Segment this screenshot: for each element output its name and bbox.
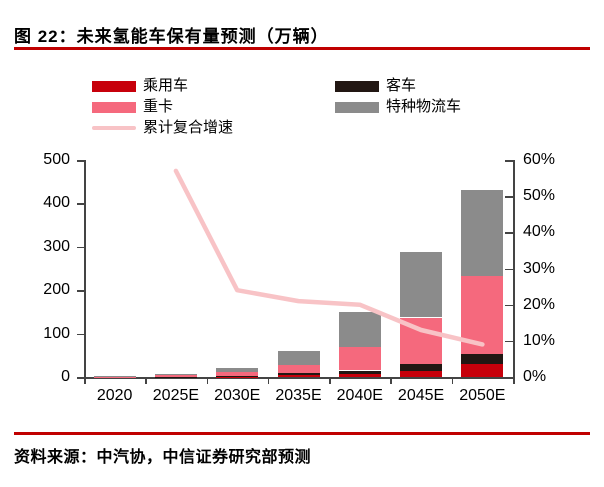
bar-segment-2040E <box>338 373 381 377</box>
legend-item-passenger-car: 乘用车 <box>92 77 189 94</box>
footer-rule <box>14 432 590 435</box>
x-axis-tick <box>206 377 209 384</box>
y-axis-right-tick <box>505 232 513 234</box>
bar-segment-2045E <box>400 364 443 371</box>
y-axis-right-label: 20% <box>523 295 556 313</box>
bar-segment-2045E <box>400 317 443 364</box>
bar-segment-2035E <box>277 373 320 375</box>
legend-swatch-passenger-car <box>92 80 136 92</box>
y-axis-right-label: 50% <box>523 187 556 205</box>
bar-segment-2045E <box>400 252 443 318</box>
y-axis-left-tick <box>77 246 84 249</box>
y-axis-right-label: 10% <box>523 331 556 349</box>
bar-segment-2050E <box>461 276 504 355</box>
y-axis-left-label: 200 <box>43 281 70 299</box>
y-axis-left-label: 400 <box>43 194 70 212</box>
bar-segment-2025E <box>154 375 197 377</box>
x-axis-label: 2040E <box>336 387 383 404</box>
legend-item-bus: 客车 <box>335 77 417 94</box>
y-axis-right-label: 60% <box>523 151 556 168</box>
x-axis-tick <box>513 377 515 384</box>
legend-label-bus: 客车 <box>386 77 417 94</box>
y-axis-left-tick <box>77 290 84 292</box>
y-axis-right-tick <box>505 268 513 270</box>
bar-segment-2045E <box>400 370 443 377</box>
bar-segment-2050E <box>461 189 504 277</box>
bar-segment-2025E <box>154 376 197 378</box>
source-note: 资料来源：中汽协，中信证券研究部预测 <box>14 449 312 466</box>
x-axis-label: 2030E <box>214 387 261 404</box>
y-axis-right <box>513 160 515 377</box>
legend-label-cagr-line: 累计复合增速 <box>143 119 234 136</box>
y-axis-right-tick <box>505 340 513 343</box>
legend-label-special-logistics: 特种物流车 <box>386 98 462 115</box>
legend-swatch-special-logistics <box>335 101 379 113</box>
legend-label-passenger-car: 乘用车 <box>143 77 189 94</box>
bar-segment-2030E <box>216 371 259 377</box>
bar-segment-2025E <box>154 373 197 376</box>
x-axis-label: 2020 <box>96 387 133 404</box>
bar-segment-2030E <box>216 376 259 378</box>
bar-segment-2040E <box>338 370 381 374</box>
legend-swatch-cagr-line <box>92 125 136 131</box>
title-underline <box>14 47 590 50</box>
bar-segment-2020 <box>93 376 136 377</box>
x-axis-label: 2035E <box>275 387 322 404</box>
y-axis-left-tick <box>77 160 84 162</box>
bar-segment-2050E <box>461 354 504 364</box>
bar-segment-2035E <box>277 351 320 365</box>
y-axis-right-tick <box>505 304 513 307</box>
y-axis-right-label: 30% <box>523 259 556 277</box>
x-axis-tick <box>145 377 147 384</box>
y-axis-right-label: 0% <box>523 368 547 385</box>
y-axis-left-label: 300 <box>43 237 70 255</box>
y-axis-right-tick <box>505 160 513 162</box>
figure-title: 图 22：未来氢能车保有量预测（万辆） <box>14 27 329 46</box>
x-axis-tick <box>390 377 392 384</box>
x-axis-label: 2045E <box>397 387 445 404</box>
y-axis-left-label: 500 <box>43 151 70 168</box>
y-axis-left-label: 0 <box>61 368 70 385</box>
bar-segment-2030E <box>216 376 259 377</box>
y-axis-left-tick <box>77 377 84 379</box>
x-axis-label: 2050E <box>459 387 506 404</box>
legend-swatch-heavy-truck <box>92 101 136 113</box>
y-axis-left <box>84 160 86 377</box>
bar-segment-2035E <box>277 364 320 374</box>
x-axis-tick <box>451 377 454 384</box>
x-axis-tick <box>329 377 331 384</box>
x-axis-tick <box>84 377 86 384</box>
x-axis <box>84 377 515 379</box>
legend-item-special-logistics: 特种物流车 <box>335 98 462 115</box>
bar-segment-2040E <box>338 311 381 347</box>
y-axis-left-tick <box>77 203 84 205</box>
y-axis-right-tick <box>505 196 513 198</box>
bar-segment-2035E <box>277 374 320 377</box>
legend-item-cagr-line: 累计复合增速 <box>92 119 234 136</box>
bar-segment-2050E <box>461 364 504 377</box>
legend-label-heavy-truck: 重卡 <box>143 98 174 115</box>
bar-segment-2040E <box>338 346 381 371</box>
legend-item-heavy-truck: 重卡 <box>92 98 174 115</box>
legend-swatch-bus <box>335 80 379 92</box>
bar-segment-2030E <box>216 367 259 372</box>
x-axis-tick <box>267 377 270 384</box>
y-axis-left-tick <box>77 333 84 336</box>
x-axis-label: 2025E <box>152 387 200 404</box>
y-axis-right-tick <box>505 377 513 379</box>
y-axis-left-label: 100 <box>43 324 70 342</box>
y-axis-right-label: 40% <box>523 223 556 241</box>
bar-segment-2020 <box>93 376 136 378</box>
